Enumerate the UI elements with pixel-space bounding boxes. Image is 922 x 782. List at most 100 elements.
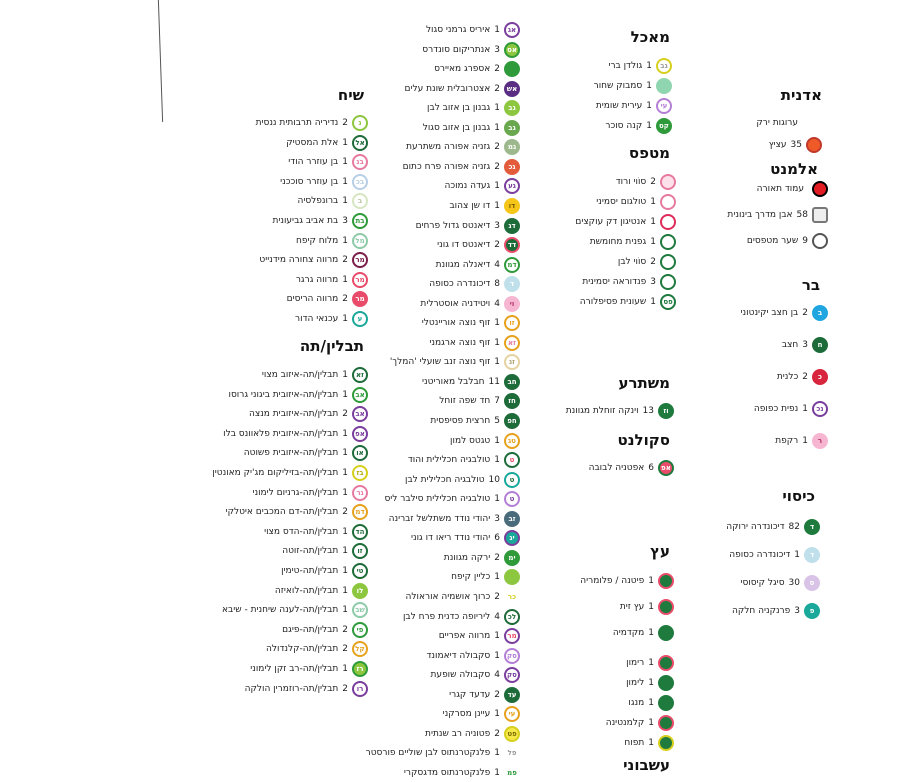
- legend-item-mid: איריס גרמני סגול 1 אג: [426, 21, 520, 39]
- plant-symbol-icon: נכ: [812, 401, 828, 417]
- legend-item-mid: פלנקטרנתוס לבן שוליים פורסטר 1 פל: [366, 744, 520, 762]
- plant-symbol-icon: אפ: [352, 425, 368, 442]
- legend-item-count: 1: [494, 748, 500, 759]
- legend-item-count: 5: [494, 416, 500, 426]
- legend-item-count: 35: [790, 140, 802, 150]
- legend-item-mid: דיאנטס דו גוני 2 דד: [437, 236, 520, 254]
- plant-symbol-icon: מר: [504, 628, 520, 645]
- legend-item-count: 1: [648, 698, 654, 708]
- plant-symbol-icon: קס: [656, 118, 672, 134]
- plant-symbol-icon: פל: [504, 745, 520, 762]
- legend-item-label: ליריופה כדנית פרח לבן: [402, 611, 491, 622]
- legend-item-count: 2: [342, 255, 348, 266]
- plant-symbol-icon: וי: [504, 295, 520, 312]
- legend-item-etz: לימון 1: [626, 674, 674, 692]
- plant-symbol-icon: זנ: [504, 354, 520, 371]
- legend-item-etz: פיטנה / פלומריה 1: [580, 572, 674, 590]
- legend-item-metapes: גפנית מחומשת 1: [590, 233, 676, 251]
- legend-item-mid: יהודי נודד משתלשל זברינה 3 זב: [389, 510, 520, 528]
- legend-item-label: גבנון בן אזוב סגול: [422, 122, 491, 133]
- legend-item-label: דיכונדרה ירוקה: [726, 522, 785, 532]
- plant-symbol-icon: ד: [804, 519, 820, 535]
- legend-item-siach: מלוח קיפח 1 מל: [296, 232, 368, 250]
- plant-symbol-icon: אס: [504, 41, 520, 58]
- legend-item-adnit: עציץ 35: [769, 136, 822, 154]
- legend-item-label: פטוניה רב שנתית: [425, 728, 491, 739]
- plant-symbol-icon: [660, 234, 676, 250]
- legend-item-count: 3: [494, 513, 500, 524]
- legend-item-tavlin: תבלין/תה-גרניום לימוני 1 גר: [252, 484, 368, 502]
- plant-symbol-icon: עי: [656, 98, 672, 114]
- legend-item-label: זוף נוצה ארגמני: [429, 337, 491, 348]
- legend-item-siach: עכנאי הדור 1 ע: [295, 310, 368, 328]
- section-title-metapes: מטפס: [628, 144, 670, 162]
- legend-item-count: 1: [342, 546, 348, 557]
- legend-item-count: 1: [342, 274, 348, 285]
- plant-symbol-icon: פמ: [504, 764, 520, 781]
- legend-item-count: 8: [494, 279, 500, 290]
- legend-item-kisui: פרנקניה חלקה 3 פ: [732, 602, 820, 620]
- plant-symbol-icon: [660, 274, 676, 290]
- section-title-element: אלמנט: [770, 160, 818, 178]
- legend-item-label: עיינן מסרקני: [442, 709, 491, 720]
- plant-symbol-icon: רז: [352, 661, 368, 677]
- legend-item-label: טולבגיה חכלילית לבן: [405, 474, 485, 485]
- legend-item-mid: דיאנטס גדול פרחים 3 דג: [416, 217, 520, 235]
- legend-item-label: תבלין/תה-לענה שיחנית - שיבא: [222, 605, 339, 616]
- legend-item-count: 1: [342, 389, 348, 400]
- legend-item-label: וינקה זוחלת מגוונת: [565, 406, 639, 416]
- legend-item-label: חד שפה זוחל: [439, 396, 491, 407]
- plant-symbol-icon: טג: [504, 432, 520, 449]
- legend-item-etz: רימון 1: [626, 654, 674, 672]
- legend-item-label: דיכונדרה כסופה: [429, 279, 491, 290]
- legend-item-count: 1: [648, 678, 654, 688]
- plant-symbol-icon: בז: [352, 465, 368, 481]
- plant-symbol-icon: גב: [656, 58, 672, 74]
- legend-item-label: דיאנטס גדול פרחים: [415, 220, 491, 231]
- legend-item-label: מרווה אפריים: [438, 631, 491, 642]
- legend-item-count: 2: [494, 591, 500, 602]
- legend-item-count: 3: [802, 340, 808, 350]
- legend-item-tavlin: תבלין/תה-זוטה 1 זו: [282, 542, 368, 560]
- legend-item-count: 2: [342, 294, 348, 305]
- legend-item-count: 1: [650, 197, 656, 207]
- legend-item-count: 2: [342, 409, 348, 420]
- legend-item-count: 1: [494, 631, 500, 642]
- plant-symbol-icon: דמ: [504, 256, 520, 273]
- legend-item-siach: מרווה צחורה מידנייט 2 מר: [259, 251, 368, 269]
- legend-item-etz: קלמנטינה 1: [606, 714, 674, 732]
- plant-symbol-icon: אפ: [658, 460, 674, 476]
- legend-item-mid: דיאנלה מגוונת 4 דמ: [436, 256, 520, 274]
- plant-symbol-icon: [658, 735, 674, 751]
- legend-item-label: סקבולה דיאמונד: [426, 650, 491, 661]
- legend-item-label: געדה נמוכה: [444, 181, 491, 192]
- legend-item-tavlin: תבלין/תה-רב זקן לימוני 1 רז: [250, 660, 368, 678]
- plant-symbol-icon: קל: [352, 641, 368, 658]
- plant-symbol-icon: בנ: [352, 154, 368, 171]
- legend-item-bar: בן חצב יקינטוני 2 ב: [741, 304, 828, 322]
- legend-item-mid: פטוניה רב שנתית 2 פט: [425, 725, 520, 743]
- section-title-etz: עץ: [650, 542, 670, 560]
- legend-item-label: כלנית: [776, 372, 799, 382]
- legend-item-label: בן עוזרר הודי: [288, 157, 339, 168]
- plant-symbol-icon: זב: [504, 510, 520, 527]
- legend-item-siach: בן עוזרר הודי 1 בנ: [288, 153, 368, 171]
- legend-item-count: 1: [342, 664, 348, 674]
- legend-item-bar: חצב 3 ח: [782, 336, 828, 354]
- legend-item-maakhal: גולדן ברי 1 גב: [608, 57, 672, 75]
- legend-item-count: 1: [342, 176, 348, 187]
- legend-item-label: תבלין/תה-רב זקן לימוני: [250, 664, 339, 674]
- legend-item-label: סוֹוי לבן: [617, 257, 647, 267]
- legend-item-kisui: דיכונדרה כסופה 1 ד: [729, 546, 820, 564]
- legend-item-label: ערוגות ירק: [756, 118, 798, 128]
- legend-item-count: 1: [494, 455, 500, 466]
- legend-item-mid: געדה נמוכה 1 גע: [444, 177, 520, 195]
- legend-item-label: עציץ: [768, 140, 787, 150]
- plant-symbol-icon: אש: [504, 80, 520, 97]
- legend-item-siach: ברונפלסיה 1 ב: [297, 192, 368, 210]
- legend-item-count: 1: [494, 25, 500, 35]
- legend-item-mishtara: וינקה זוחלת מגוונת 13 וז: [566, 402, 674, 420]
- legend-item-label: מנגו: [628, 698, 645, 708]
- plant-symbol-icon: בת: [352, 213, 368, 229]
- section-title-esbuni: עשבוני: [623, 756, 670, 774]
